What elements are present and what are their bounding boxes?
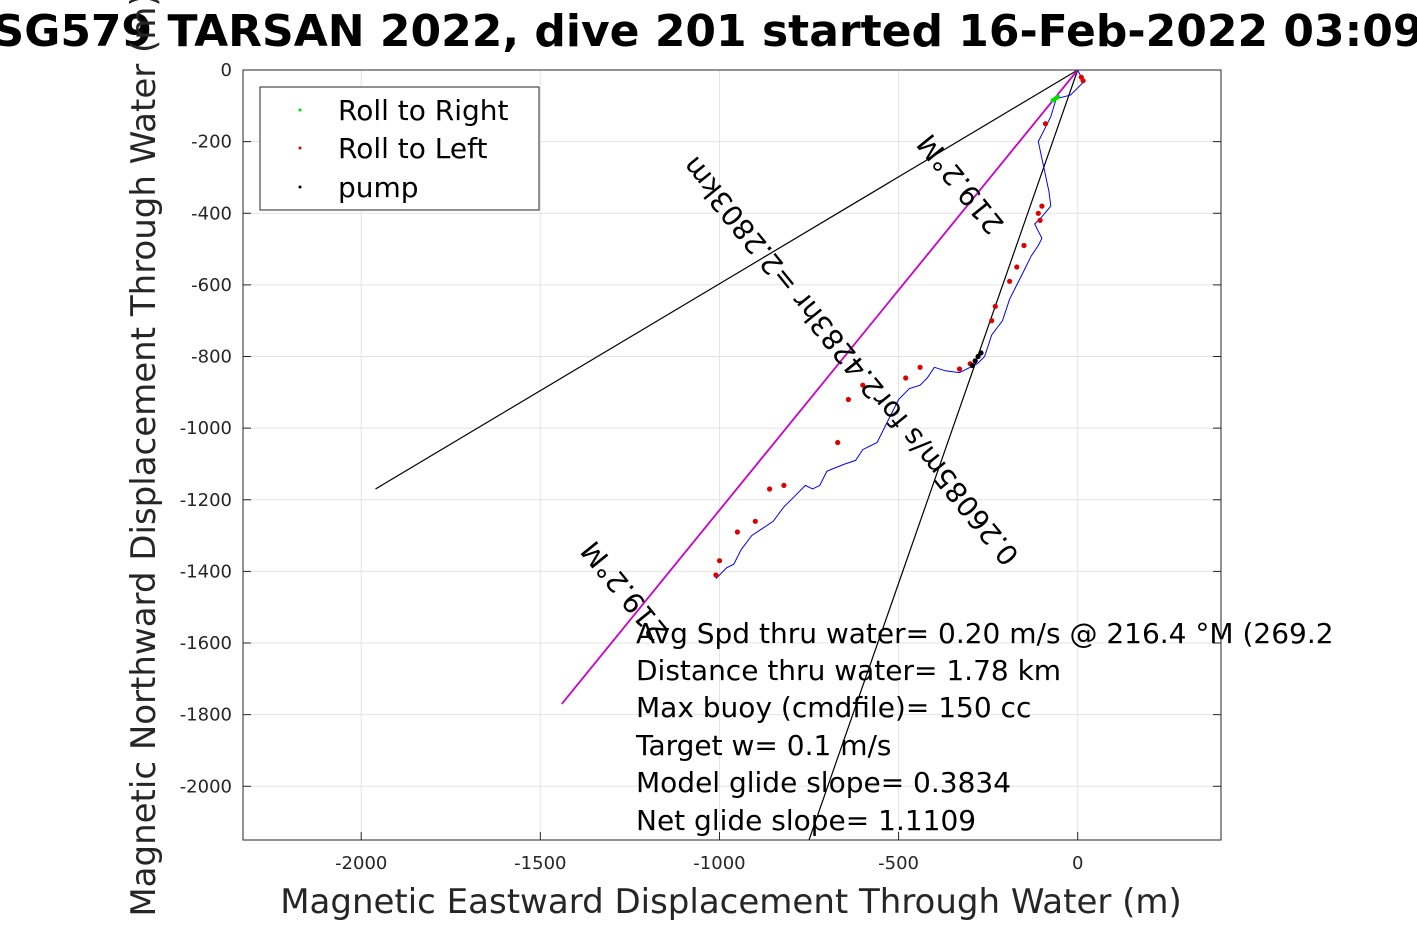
roll-left-point — [1021, 242, 1027, 249]
pump-point — [969, 362, 976, 369]
pump-point — [972, 358, 978, 364]
legend-marker-pump — [298, 185, 302, 189]
roll-left-point — [992, 303, 998, 309]
roll-left-point — [845, 396, 852, 403]
y-axis-label: Magnetic Northward Displacement Through … — [124, 0, 164, 917]
roll-left-point — [1078, 74, 1084, 80]
y-tick-label: -1800 — [180, 705, 232, 726]
roll-left-point — [1039, 203, 1045, 209]
legend-label-roll-left: Roll to Left — [338, 132, 487, 165]
pump-point — [978, 350, 984, 356]
roll-left-point — [1007, 278, 1013, 284]
reference-lines — [375, 69, 1079, 841]
y-tick-label: 0 — [221, 60, 232, 81]
annotation-target-w: Target w= 0.1 m/s — [635, 729, 892, 762]
y-tick-label: -1600 — [180, 633, 232, 654]
diagonal-labels: 219.2°M 0.26085m/s for2.4283hr =2.2803km… — [575, 128, 1026, 648]
annotation-distance: Distance thru water= 1.78 km — [636, 654, 1061, 687]
roll-left-point — [752, 518, 758, 524]
pump-point — [975, 353, 981, 360]
roll-left-point — [734, 529, 741, 535]
x-tick-label: -1000 — [693, 853, 745, 874]
bearing-label-top: 219.2°M — [911, 128, 1011, 241]
x-tick-label: -2000 — [335, 853, 387, 874]
y-tick-label: -600 — [191, 275, 232, 296]
annotation-model-glide: Model glide slope= 0.3834 — [636, 766, 1011, 799]
line-to-nw — [375, 69, 1079, 490]
roll-left-point — [835, 439, 841, 446]
legend: Roll to Right Roll to Left pump — [259, 86, 540, 211]
roll-left-point — [713, 572, 719, 578]
y-tick-label: -200 — [191, 132, 232, 153]
annotation-max-buoy: Max buoy (cmdfile)= 150 cc — [636, 691, 1031, 724]
track-line — [715, 69, 1084, 579]
roll-left-point — [1042, 121, 1049, 127]
annotation-avg-speed: Avg Spd thru water= 0.20 m/s @ 216.4 °M … — [636, 617, 1334, 650]
annotation-net-glide: Net glide slope= 1.1109 — [636, 804, 976, 837]
roll-left-point — [903, 375, 909, 381]
x-tick-label: -1500 — [514, 853, 566, 874]
y-tick-label: -400 — [191, 203, 232, 224]
roll-left-point — [767, 486, 773, 492]
track-group — [715, 69, 1084, 579]
y-tick-label: -1000 — [180, 418, 232, 439]
legend-marker-roll-left — [298, 146, 302, 150]
bearing-line — [561, 69, 1079, 705]
roll-left-point — [1014, 264, 1020, 270]
x-tick-label: -500 — [878, 853, 919, 874]
roll-left-point — [716, 558, 723, 564]
axes-box — [242, 69, 1222, 841]
roll-left-point — [1035, 210, 1041, 216]
x-tick-label: 0 — [1072, 853, 1083, 874]
marker-group — [713, 74, 1086, 578]
y-tick-label: -1200 — [180, 490, 232, 511]
roll-left-point — [989, 318, 995, 324]
summary-annotations: Avg Spd thru water= 0.20 m/s @ 216.4 °M … — [635, 617, 1334, 837]
tick-labels: -2000 -1500 -1000 -500 0 0 -200 -400 -600 -800 -10… — [180, 60, 1221, 874]
roll-left-point — [956, 366, 963, 372]
roll-right-point — [1050, 98, 1055, 103]
legend-label-roll-right: Roll to Right — [338, 94, 509, 127]
line-to-sw-steep — [808, 69, 1079, 841]
y-tick-label: -1400 — [180, 561, 232, 582]
y-tick-label: -2000 — [180, 776, 232, 797]
y-tick-label: -800 — [191, 347, 232, 368]
legend-label-pump: pump — [338, 171, 419, 204]
roll-left-point — [917, 364, 923, 370]
legend-marker-roll-right — [298, 108, 302, 112]
x-axis-label: Magnetic Eastward Displacement Through W… — [280, 882, 1182, 922]
roll-left-point — [860, 382, 866, 388]
roll-left-point — [781, 482, 787, 488]
chart-title: SG579 TARSAN 2022, dive 201 started 16-F… — [0, 6, 1417, 57]
legend-box — [259, 86, 540, 211]
roll-left-point — [1037, 217, 1043, 223]
